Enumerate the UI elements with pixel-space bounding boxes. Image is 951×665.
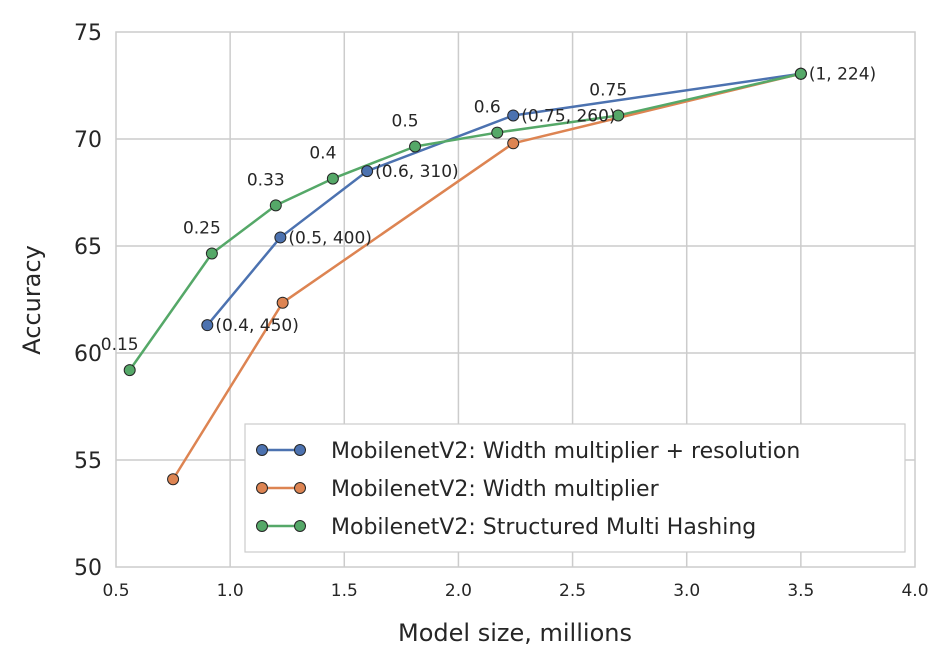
data-point [123,364,136,377]
series-line-1 [172,72,802,480]
legend-entry-width-resolution: MobilenetV2: Width multiplier + resoluti… [256,439,800,464]
data-point [507,137,520,150]
y-axis-label: Accuracy [18,245,46,355]
legend-marker [294,482,306,494]
x-axis-label: Model size, millions [398,619,632,647]
y-tick-label: 70 [74,128,102,153]
point-label: (0.4, 450) [215,316,299,336]
plot-frame [115,31,916,568]
series-line-2 [128,72,802,371]
x-tick-label: 3.5 [787,581,814,601]
point-label: 0.25 [183,218,221,238]
data-point [276,296,289,309]
legend-marker [256,444,268,456]
legend-marker [256,520,268,532]
legend: MobilenetV2: Width multiplier + resoluti… [244,423,906,553]
point-label: 0.75 [589,80,627,100]
y-tick-label: 75 [74,21,102,46]
point-label: (1, 224) [809,65,876,85]
point-label: (0.6, 310) [375,162,459,182]
data-point [507,109,520,122]
point-label: (0.5, 400) [288,228,372,248]
point-label: 0.33 [247,170,285,190]
legend-box [244,423,906,553]
legend-entry-width: MobilenetV2: Width multiplier [256,477,660,502]
legend-entry-hashing: MobilenetV2: Structured Multi Hashing [256,515,756,540]
point-label: 0.15 [101,335,139,355]
legend-label: MobilenetV2: Width multiplier [331,477,660,502]
y-tick-label: 60 [74,342,102,367]
data-point [612,109,625,122]
data-point [491,126,504,139]
y-tick-label: 65 [74,235,102,260]
data-point [794,67,807,80]
data-point [205,247,218,260]
data-point [326,172,339,185]
x-tick-label: 0.5 [102,581,129,601]
x-tick-label: 1.0 [217,581,244,601]
x-tick-label: 2.0 [445,581,472,601]
x-tick-label: 2.5 [559,581,586,601]
data-point [167,473,180,486]
data-point [274,231,287,244]
data-point [409,140,422,153]
data-point [201,319,214,332]
y-tick-label: 55 [74,449,102,474]
data-series [123,67,807,486]
legend-marker [256,482,268,494]
point-label: 0.5 [392,111,419,131]
legend-marker [294,520,306,532]
x-tick-label: 3.0 [673,581,700,601]
legend-label: MobilenetV2: Structured Multi Hashing [331,515,756,540]
legend-label: MobilenetV2: Width multiplier + resoluti… [331,439,800,464]
data-point [269,199,282,212]
point-annotations: (0.4, 450) (0.5, 400) (0.6, 310) (0.75, 260… [101,65,876,355]
x-tick-label: 1.5 [331,581,358,601]
axis-ticks: 0.5 1.0 1.5 2.0 2.5 3.0 3.5 4.0 50 55 60 65 70 75 [74,21,929,601]
legend-marker [294,444,306,456]
data-point [361,165,374,178]
x-tick-label: 4.0 [901,581,928,601]
point-label: 0.6 [474,98,501,118]
y-tick-label: 50 [74,556,102,581]
point-label: (0.75, 260) [521,106,615,126]
point-label: 0.4 [309,144,336,164]
